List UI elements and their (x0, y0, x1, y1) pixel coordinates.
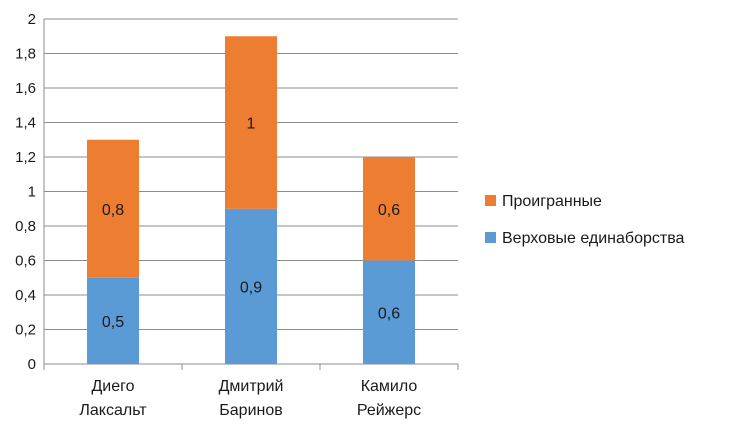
bar-segment (363, 260, 415, 364)
data-label: 0,5 (102, 314, 124, 331)
y-tick-label: 0,4 (15, 287, 36, 304)
y-tick-labels: 0 0,2 0,4 0,6 0,8 1 1,2 1,4 1,6 1,8 2 (15, 11, 36, 373)
y-tick-label: 2 (28, 11, 36, 28)
y-tick-label: 0,2 (15, 322, 36, 339)
y-tick-label: 1,8 (15, 46, 36, 63)
legend-swatch (485, 195, 496, 206)
data-label: 0,6 (378, 202, 400, 219)
y-tick-label: 1,2 (15, 149, 36, 166)
y-tick-label: 0 (28, 356, 36, 373)
y-tick-label: 0,6 (15, 253, 36, 270)
x-category-label: Баринов (219, 402, 282, 419)
legend-entry: Верховые единаборства (502, 230, 685, 247)
axes (43, 19, 459, 370)
data-label: 1 (247, 116, 256, 133)
y-tick-label: 1,4 (15, 115, 36, 132)
x-category-label: Диего (91, 378, 134, 395)
bars (87, 36, 415, 364)
y-tick-label: 1 (28, 184, 36, 201)
bar-segment (87, 277, 139, 364)
data-label: 0,8 (102, 202, 124, 219)
data-labels: 0,5 0,8 0,9 1 0,6 0,6 (102, 116, 400, 331)
x-category-labels: Диего Лаксальт Дмитрий Баринов Камило Рейжерс (79, 378, 421, 419)
bar-segment (87, 139, 139, 278)
y-tick-label: 1,6 (15, 80, 36, 97)
legend-swatch (485, 232, 496, 243)
x-category-label: Камило (361, 378, 418, 395)
x-category-label: Дмитрий (219, 378, 284, 395)
bar-segment (225, 208, 277, 364)
data-label: 0,6 (378, 305, 400, 322)
bar-segment (363, 157, 415, 261)
data-label: 0,9 (240, 279, 262, 296)
legend-entry: Проигранные (502, 193, 602, 210)
y-tick-label: 0,8 (15, 218, 36, 235)
x-category-label: Лаксальт (79, 402, 147, 419)
x-category-label: Рейжерс (357, 402, 421, 419)
legend: Проигранные Верховые единаборства (485, 193, 685, 247)
bar-segment (225, 36, 277, 209)
